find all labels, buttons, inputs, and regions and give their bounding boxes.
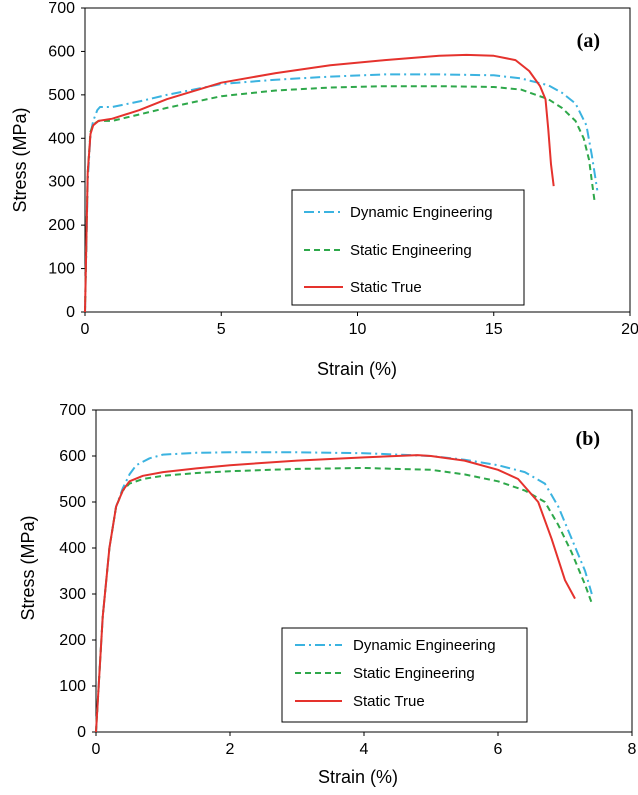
x-axis-label: Strain (%) xyxy=(317,359,397,379)
y-tick-label: 600 xyxy=(59,448,86,465)
y-axis-label: Stress (MPa) xyxy=(18,515,38,620)
y-tick-label: 100 xyxy=(59,678,86,695)
y-tick-label: 100 xyxy=(48,261,75,278)
legend-label-dynamic-engineering: Dynamic Engineering xyxy=(350,204,493,221)
series-line-static-true xyxy=(84,53,555,313)
y-axis-label: Stress (MPa) xyxy=(10,107,30,212)
x-tick-label: 0 xyxy=(92,741,101,758)
y-tick-label: 300 xyxy=(59,586,86,603)
legend-label-dynamic-engineering: Dynamic Engineering xyxy=(353,637,496,654)
legend-box xyxy=(291,189,525,306)
panel-label: (a) xyxy=(577,30,600,52)
legend-label-static-true: Static True xyxy=(350,279,422,296)
x-tick-label: 20 xyxy=(621,321,638,338)
y-tick-label: 500 xyxy=(48,87,75,104)
y-tick-label: 400 xyxy=(59,540,86,557)
x-tick-label: 5 xyxy=(217,321,226,338)
x-axis-label: Strain (%) xyxy=(318,767,398,787)
y-tick-label: 200 xyxy=(59,632,86,649)
series-line-static-true xyxy=(95,454,576,733)
legend: Dynamic Engineering Static Engineering S… xyxy=(281,627,528,723)
y-tick-label: 300 xyxy=(48,174,75,191)
x-tick-label: 6 xyxy=(494,741,503,758)
x-tick-label: 2 xyxy=(226,741,235,758)
legend-label-static-true: Static True xyxy=(353,693,425,710)
series-line-dynamic-engineering xyxy=(95,451,593,733)
panel-label: (b) xyxy=(576,428,600,450)
y-tick-label: 0 xyxy=(77,724,86,741)
legend-label-static-engineering: Static Engineering xyxy=(353,665,475,682)
legend-label-static-engineering: Static Engineering xyxy=(350,242,472,259)
y-tick-label: 700 xyxy=(59,402,86,419)
x-tick-label: 8 xyxy=(628,741,637,758)
series-line-dynamic-engineering xyxy=(84,73,599,313)
legend-box xyxy=(281,627,528,723)
x-tick-label: 0 xyxy=(81,321,90,338)
chart-panel-a: 0 100 200 300 400 500 600 700 0 5 10 15 20 (a) Stra… xyxy=(10,0,638,379)
legend: Dynamic Engineering Static Engineering S… xyxy=(291,189,525,306)
y-tick-label: 400 xyxy=(48,130,75,147)
y-tick-label: 600 xyxy=(48,43,75,60)
chart-panel-b: 0 100 200 300 400 500 600 700 0 2 4 6 8 (b) Strain … xyxy=(18,402,637,787)
x-tick-label: 15 xyxy=(485,321,503,338)
y-tick-label: 200 xyxy=(48,217,75,234)
y-tick-label: 0 xyxy=(66,304,75,321)
y-tick-label: 500 xyxy=(59,494,86,511)
x-tick-label: 4 xyxy=(360,741,369,758)
y-tick-label: 700 xyxy=(48,0,75,17)
x-tick-label: 10 xyxy=(349,321,367,338)
